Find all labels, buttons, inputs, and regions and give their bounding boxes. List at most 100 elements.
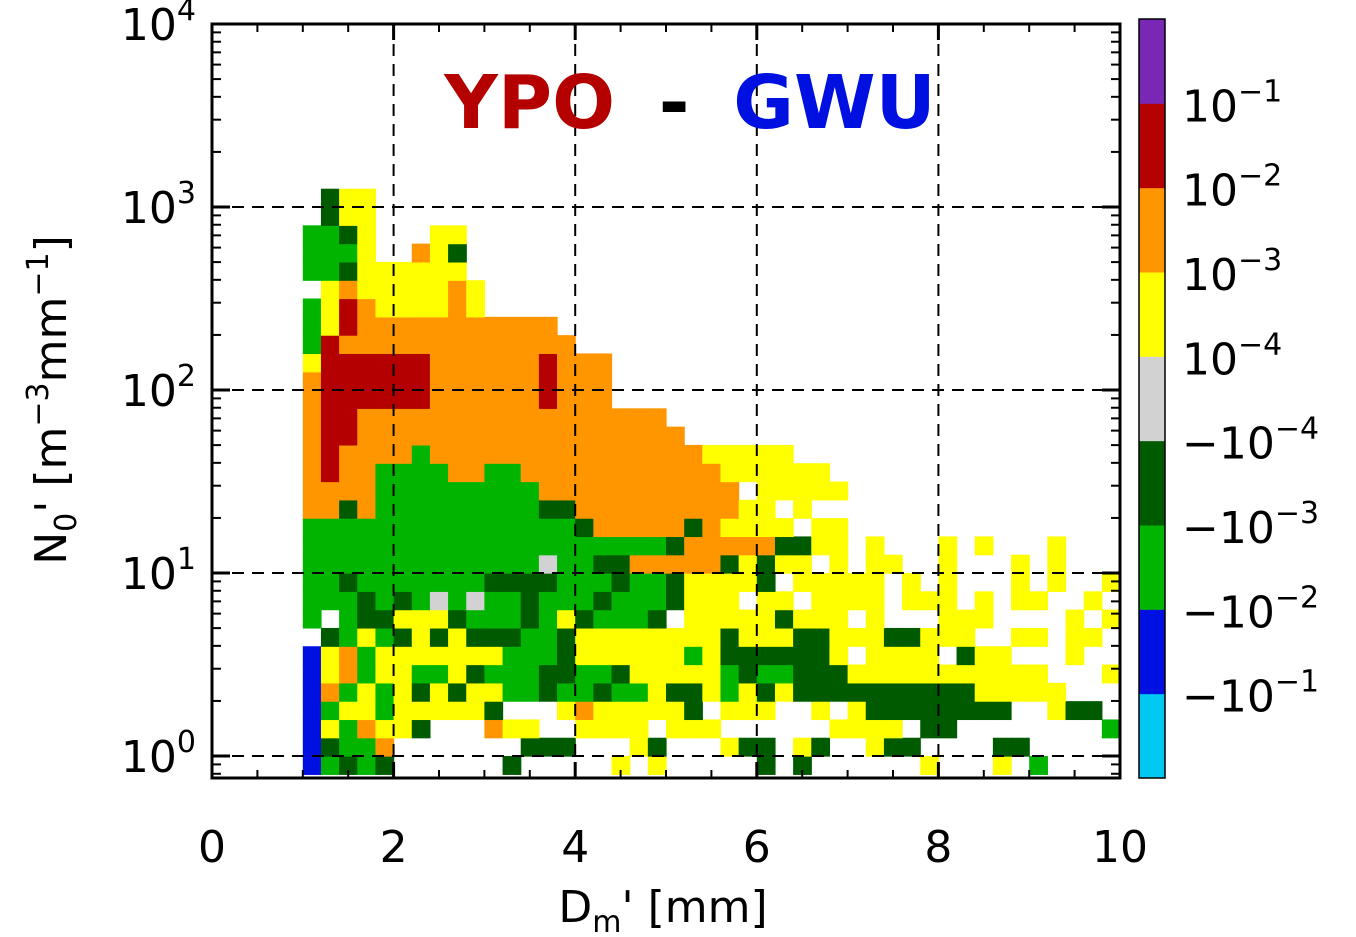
- heatmap-cell: [720, 591, 740, 611]
- heatmap-cell: [938, 701, 958, 721]
- heatmap-cell: [302, 463, 322, 483]
- heatmap-cell: [375, 591, 395, 611]
- heatmap-cell: [666, 518, 685, 538]
- heatmap-cell: [320, 481, 340, 501]
- heatmap-cell: [1047, 554, 1067, 574]
- y-axis-label-rest3: ]: [26, 235, 77, 252]
- heatmap-cell: [502, 646, 522, 666]
- heatmap-cell: [411, 353, 431, 373]
- heatmap-cell: [393, 591, 413, 611]
- heatmap-cell: [411, 298, 431, 318]
- heatmap-cell: [502, 664, 522, 684]
- heatmap-cell: [429, 335, 449, 355]
- heatmap-cell: [320, 353, 340, 373]
- heatmap-cell: [647, 536, 667, 556]
- heatmap-cell: [302, 444, 322, 464]
- heatmap-cell: [320, 426, 340, 446]
- heatmap-cell: [738, 573, 758, 592]
- heatmap-cell: [484, 481, 504, 501]
- heatmap-cell: [538, 371, 558, 391]
- heatmap-cell: [520, 426, 540, 446]
- heatmap-cell: [339, 316, 358, 336]
- heatmap-cell: [774, 591, 794, 611]
- heatmap-cell: [320, 280, 340, 300]
- heatmap-cell: [684, 444, 703, 464]
- heatmap-cell: [829, 536, 849, 556]
- heatmap-cell: [593, 554, 613, 574]
- heatmap-cell: [302, 481, 322, 501]
- heatmap-cell: [339, 335, 358, 355]
- heatmap-cell: [357, 444, 377, 464]
- heatmap-cell: [756, 664, 776, 684]
- heatmap-cell: [865, 573, 885, 592]
- heatmap-cell: [520, 591, 540, 611]
- heatmap-cell: [502, 353, 522, 373]
- heatmap-cell: [429, 518, 449, 538]
- heatmap-cell: [756, 756, 776, 775]
- heatmap-cell: [339, 481, 358, 501]
- colorbar-swatch: [1139, 272, 1165, 357]
- heatmap-cell: [357, 243, 377, 263]
- heatmap-cell: [466, 316, 485, 336]
- heatmap-cell: [611, 701, 631, 721]
- heatmap-cell: [629, 701, 649, 721]
- heatmap-cell: [666, 664, 685, 684]
- heatmap-cell: [302, 573, 322, 592]
- x-axis-label-rest: ' [mm]: [621, 882, 767, 933]
- heatmap-cell: [557, 371, 576, 391]
- heatmap-cell: [684, 701, 703, 721]
- heatmap-cell: [448, 499, 467, 519]
- heatmap-cell: [611, 518, 631, 538]
- x-tick-label: 0: [198, 822, 226, 873]
- heatmap-cell: [357, 408, 377, 428]
- heatmap-cell: [484, 463, 504, 483]
- heatmap-cell: [520, 719, 540, 739]
- heatmap-cell: [393, 444, 413, 464]
- heatmap-cell: [702, 664, 722, 684]
- heatmap-cell: [429, 573, 449, 592]
- heatmap-cell: [375, 756, 395, 775]
- heatmap-cell: [466, 298, 485, 318]
- heatmap-cell: [1083, 701, 1103, 721]
- heatmap-cell: [557, 353, 576, 373]
- heatmap-cell: [575, 426, 594, 446]
- heatmap-cell: [538, 554, 558, 574]
- heatmap-cell: [466, 536, 485, 556]
- heatmap-cell: [484, 316, 504, 336]
- heatmap-cell: [393, 609, 413, 629]
- heatmap-cell: [302, 335, 322, 355]
- heatmap-cell: [611, 664, 631, 684]
- heatmap-cell: [538, 335, 558, 355]
- heatmap-cell: [865, 536, 885, 556]
- heatmap-cell: [666, 573, 685, 592]
- heatmap-cell: [393, 682, 413, 702]
- heatmap-cell: [339, 627, 358, 647]
- heatmap-cell: [974, 609, 994, 629]
- heatmap-cell: [429, 481, 449, 501]
- heatmap-cell: [375, 408, 395, 428]
- heatmap-cell: [902, 737, 921, 757]
- heatmap-cell: [557, 518, 576, 538]
- heatmap-cell: [902, 573, 921, 592]
- heatmap-cell: [756, 554, 776, 574]
- heatmap-cell: [357, 573, 377, 592]
- heatmap-cell: [466, 481, 485, 501]
- heatmap-cell: [956, 664, 976, 684]
- heatmap-cell: [720, 701, 740, 721]
- heatmap-cells: [302, 188, 1121, 775]
- heatmap-cell: [339, 225, 358, 245]
- heatmap-cell: [974, 682, 994, 702]
- heatmap-cell: [575, 408, 594, 428]
- heatmap-cell: [629, 682, 649, 702]
- heatmap-cell: [448, 390, 467, 409]
- heatmap-cell: [774, 554, 794, 574]
- heatmap-cell: [720, 609, 740, 629]
- heatmap-cell: [393, 335, 413, 355]
- heatmap-cell: [538, 591, 558, 611]
- heatmap-cell: [393, 518, 413, 538]
- heatmap-cell: [520, 463, 540, 483]
- heatmap-cell: [738, 664, 758, 684]
- heatmap-cell: [339, 207, 358, 226]
- heatmap-cell: [974, 664, 994, 684]
- heatmap-cell: [684, 481, 703, 501]
